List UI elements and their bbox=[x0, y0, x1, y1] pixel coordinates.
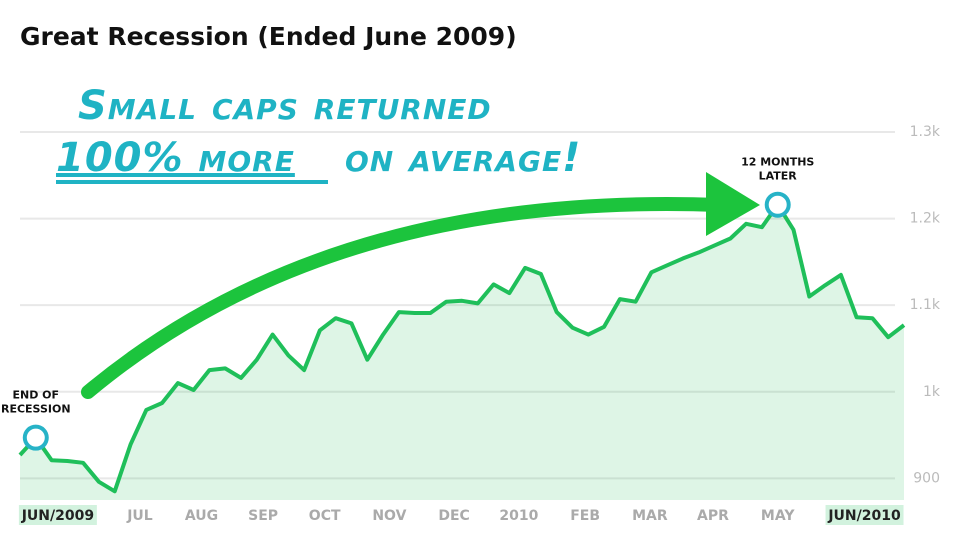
annotation-marker bbox=[764, 191, 791, 218]
arrow bbox=[81, 196, 727, 399]
y-tick-label: 900 bbox=[913, 470, 940, 486]
x-tick-label: DEC bbox=[438, 508, 469, 524]
y-tick-label: 1.1k bbox=[910, 297, 941, 313]
x-tick-label: APR bbox=[697, 508, 729, 524]
x-tick-label: MAR bbox=[632, 508, 668, 524]
chart-title: Great Recession (Ended June 2009) bbox=[20, 22, 517, 51]
x-tick-label: SEP bbox=[248, 508, 278, 524]
x-tick-label: OCT bbox=[309, 508, 341, 524]
area bbox=[20, 204, 904, 500]
line bbox=[18, 202, 906, 494]
x-tick-label: JUL bbox=[126, 508, 153, 524]
x-tick-highlight bbox=[825, 505, 904, 525]
x-tick-label: NOV bbox=[372, 508, 406, 524]
annotation-label: END OF bbox=[13, 389, 60, 402]
callout: on average! bbox=[345, 135, 581, 181]
x-tick-label: 2010 bbox=[499, 508, 538, 524]
x-tick-label: JUN/2010 bbox=[827, 508, 901, 524]
arrow-head bbox=[706, 172, 760, 236]
x-tick-label: JUN/2009 bbox=[21, 508, 94, 524]
y-tick-label: 1.3k bbox=[910, 124, 941, 140]
y-tick-label: 1.2k bbox=[910, 211, 941, 227]
x-tick-label: AUG bbox=[185, 508, 218, 524]
x-tick-highlight bbox=[18, 505, 97, 525]
plot: 900 1k 1.1k 1.2k 1.3k JUN/2009 JUL AUG SEP OCT NOV… bbox=[1, 124, 941, 525]
annotation-label: LATER bbox=[759, 170, 798, 183]
annotation-label: RECESSION bbox=[1, 403, 71, 416]
y-tick-label: 1k bbox=[923, 384, 941, 400]
callout: 100% more bbox=[56, 135, 295, 181]
callout: Small caps returned bbox=[78, 83, 492, 129]
annotation-label: 12 MONTHS bbox=[741, 156, 814, 169]
annotation-marker bbox=[22, 424, 49, 451]
x-tick-label: FEB bbox=[570, 508, 600, 524]
x-tick-label: MAY bbox=[761, 508, 795, 524]
